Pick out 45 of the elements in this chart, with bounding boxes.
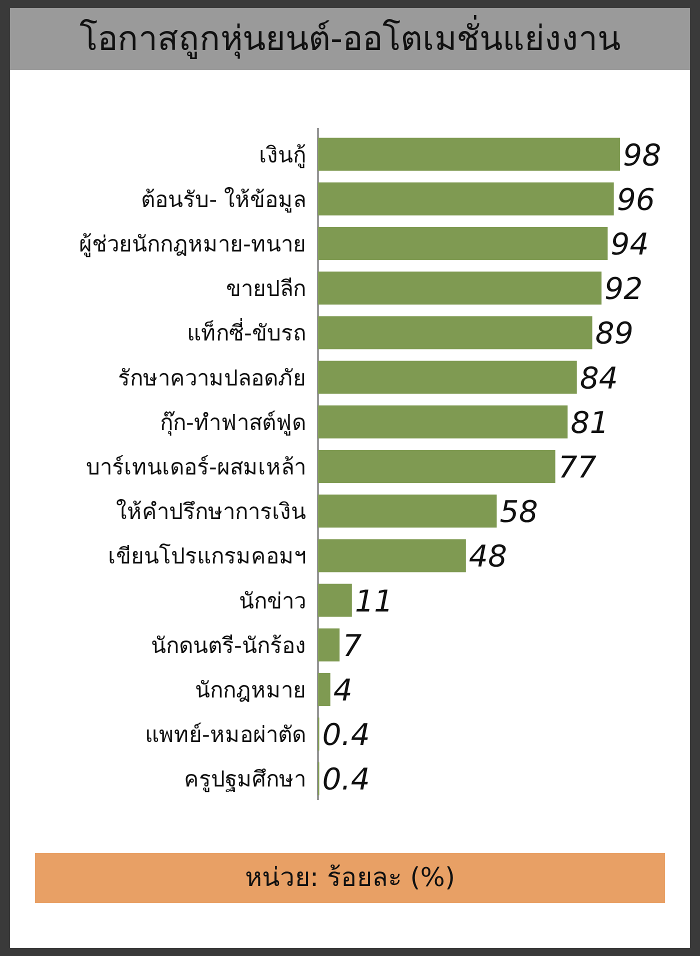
y-tick-label: แพทย์-หมอผ่าตัด <box>145 723 306 748</box>
bar <box>318 227 608 260</box>
data-label: 94 <box>610 228 649 262</box>
bar <box>318 628 340 662</box>
bar <box>318 494 497 528</box>
y-tick-label: แท็กซี่-ขับรถ <box>187 318 306 347</box>
data-label: 92 <box>604 272 643 308</box>
bar <box>318 673 330 706</box>
data-label: 0.4 <box>322 762 370 798</box>
bar <box>318 539 466 572</box>
data-label: 4 <box>333 674 352 708</box>
y-tick-label: นักดนตรี-นักร้อง <box>151 634 306 659</box>
y-tick-label: ผู้ช่วยนักกฎหมาย-ทนาย <box>79 232 306 258</box>
bar <box>318 584 352 617</box>
data-label: 7 <box>342 628 362 664</box>
y-tick-label: เขียนโปรแกรมคอมฯ <box>108 544 306 570</box>
y-tick-label: ต้อนรับ- ให้ข้อมูล <box>141 186 306 213</box>
y-tick-label: นักกฎหมาย <box>195 678 306 704</box>
data-label: 58 <box>500 495 538 530</box>
bar <box>318 272 602 305</box>
data-label: 89 <box>595 316 634 352</box>
y-tick-label: เงินกู้ <box>259 143 306 168</box>
bar <box>318 405 568 438</box>
y-tick-label: นักข่าว <box>239 589 306 614</box>
y-tick-label: กุ๊ก-ทำฟาสต์ฟูด <box>160 410 306 436</box>
data-label: 77 <box>558 450 596 486</box>
bar <box>318 450 556 483</box>
y-tick-label: ให้คำปรึกษาการเงิน <box>116 499 306 526</box>
data-label: 48 <box>468 540 508 575</box>
bar <box>318 182 614 216</box>
data-label: 11 <box>354 584 394 620</box>
y-tick-label: ครูปฐมศึกษา <box>184 768 306 793</box>
data-label: 81 <box>570 406 609 441</box>
data-label: 98 <box>623 138 662 174</box>
text: หน่วย: ร้อยละ (%) <box>35 853 665 903</box>
data-label: 84 <box>580 361 618 396</box>
bar <box>318 316 592 350</box>
y-tick-label: รักษาความปลอดภัย <box>118 366 306 392</box>
data-label: 0.4 <box>322 718 370 754</box>
bar <box>318 138 620 171</box>
y-tick-label: บาร์เทนเดอร์-ผสมเหล้า <box>86 456 306 480</box>
chart-title: โอกาสถูกหุ่นยนต์-ออโตเมชั่นแย่งงาน <box>10 8 690 70</box>
y-tick-label: ขายปลีก <box>226 277 306 302</box>
data-label: 96 <box>616 182 656 218</box>
bar <box>318 360 577 394</box>
